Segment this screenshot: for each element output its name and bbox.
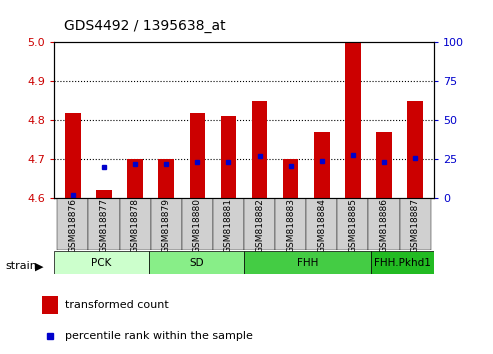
Bar xyxy=(190,113,205,198)
Bar xyxy=(244,198,275,250)
Bar xyxy=(213,198,244,250)
Bar xyxy=(65,113,81,198)
Text: GSM818881: GSM818881 xyxy=(224,198,233,253)
Text: strain: strain xyxy=(5,261,37,271)
Text: GSM818877: GSM818877 xyxy=(100,198,108,253)
Bar xyxy=(221,116,236,198)
Bar xyxy=(314,132,330,198)
Text: PCK: PCK xyxy=(92,258,112,268)
Text: ▶: ▶ xyxy=(35,261,43,271)
Text: GSM818882: GSM818882 xyxy=(255,198,264,253)
Bar xyxy=(158,159,174,198)
Text: GSM818884: GSM818884 xyxy=(317,198,326,253)
Bar xyxy=(376,132,392,198)
Bar xyxy=(252,101,267,198)
Text: GSM818876: GSM818876 xyxy=(69,198,77,253)
Bar xyxy=(275,198,306,250)
Text: GSM818885: GSM818885 xyxy=(349,198,357,253)
Bar xyxy=(42,296,58,314)
Text: FHH: FHH xyxy=(297,258,318,268)
Text: percentile rank within the sample: percentile rank within the sample xyxy=(65,331,252,342)
Bar xyxy=(345,42,361,198)
Bar xyxy=(54,251,149,274)
Bar xyxy=(151,198,182,250)
Bar xyxy=(407,101,423,198)
Bar xyxy=(371,251,434,274)
Text: GSM818883: GSM818883 xyxy=(286,198,295,253)
Text: transformed count: transformed count xyxy=(65,299,168,310)
Bar xyxy=(120,198,151,250)
Bar xyxy=(244,251,371,274)
Bar xyxy=(182,198,213,250)
Text: GSM818879: GSM818879 xyxy=(162,198,171,253)
Text: FHH.Pkhd1: FHH.Pkhd1 xyxy=(374,258,431,268)
Bar xyxy=(368,198,400,250)
Bar xyxy=(88,198,120,250)
Text: GDS4492 / 1395638_at: GDS4492 / 1395638_at xyxy=(64,19,226,34)
Bar xyxy=(127,159,143,198)
Bar xyxy=(96,190,112,198)
Bar xyxy=(400,198,431,250)
Bar xyxy=(57,198,88,250)
Text: GSM818880: GSM818880 xyxy=(193,198,202,253)
Bar xyxy=(337,198,368,250)
Text: GSM818887: GSM818887 xyxy=(411,198,420,253)
Text: GSM818878: GSM818878 xyxy=(131,198,140,253)
Bar xyxy=(283,159,298,198)
Text: SD: SD xyxy=(189,258,204,268)
Bar xyxy=(149,251,244,274)
Text: GSM818886: GSM818886 xyxy=(380,198,388,253)
Bar xyxy=(306,198,337,250)
